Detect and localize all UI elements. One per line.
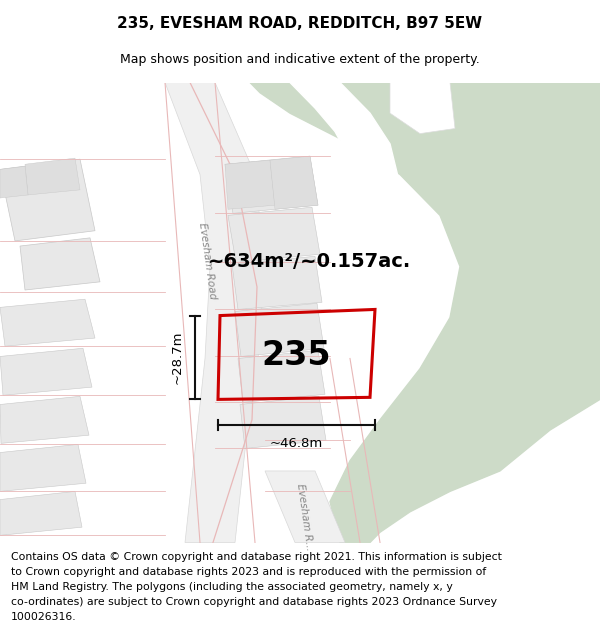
Polygon shape bbox=[265, 471, 345, 542]
Polygon shape bbox=[0, 348, 92, 395]
Text: 235: 235 bbox=[261, 339, 331, 372]
Polygon shape bbox=[0, 166, 28, 198]
Polygon shape bbox=[0, 396, 89, 443]
Polygon shape bbox=[0, 159, 95, 241]
Polygon shape bbox=[275, 82, 400, 542]
Polygon shape bbox=[390, 82, 455, 134]
Polygon shape bbox=[228, 208, 320, 262]
Polygon shape bbox=[238, 351, 325, 403]
Text: 235, EVESHAM ROAD, REDDITCH, B97 5EW: 235, EVESHAM ROAD, REDDITCH, B97 5EW bbox=[118, 16, 482, 31]
Text: Contains OS data © Crown copyright and database right 2021. This information is : Contains OS data © Crown copyright and d… bbox=[11, 552, 502, 562]
Text: to Crown copyright and database rights 2023 and is reproduced with the permissio: to Crown copyright and database rights 2… bbox=[11, 568, 486, 578]
Polygon shape bbox=[240, 396, 326, 449]
Polygon shape bbox=[235, 303, 324, 356]
Polygon shape bbox=[20, 238, 100, 290]
Text: co-ordinates) are subject to Crown copyright and database rights 2023 Ordnance S: co-ordinates) are subject to Crown copyr… bbox=[11, 597, 497, 607]
Polygon shape bbox=[250, 82, 600, 542]
Polygon shape bbox=[0, 444, 86, 491]
Polygon shape bbox=[225, 156, 318, 213]
Text: Evesham R...: Evesham R... bbox=[295, 482, 314, 551]
Polygon shape bbox=[165, 82, 265, 542]
Polygon shape bbox=[270, 156, 318, 209]
Text: Map shows position and indicative extent of the property.: Map shows position and indicative extent… bbox=[120, 53, 480, 66]
Text: HM Land Registry. The polygons (including the associated geometry, namely x, y: HM Land Registry. The polygons (includin… bbox=[11, 582, 452, 592]
Text: Evesham Road: Evesham Road bbox=[197, 222, 217, 301]
Polygon shape bbox=[25, 158, 80, 195]
Polygon shape bbox=[232, 256, 322, 309]
Text: ~28.7m: ~28.7m bbox=[170, 331, 184, 384]
Text: 100026316.: 100026316. bbox=[11, 612, 76, 622]
Text: ~46.8m: ~46.8m bbox=[270, 437, 323, 450]
Polygon shape bbox=[0, 299, 95, 346]
Polygon shape bbox=[225, 160, 275, 209]
Text: ~634m²/~0.157ac.: ~634m²/~0.157ac. bbox=[208, 252, 412, 271]
Polygon shape bbox=[0, 491, 82, 536]
